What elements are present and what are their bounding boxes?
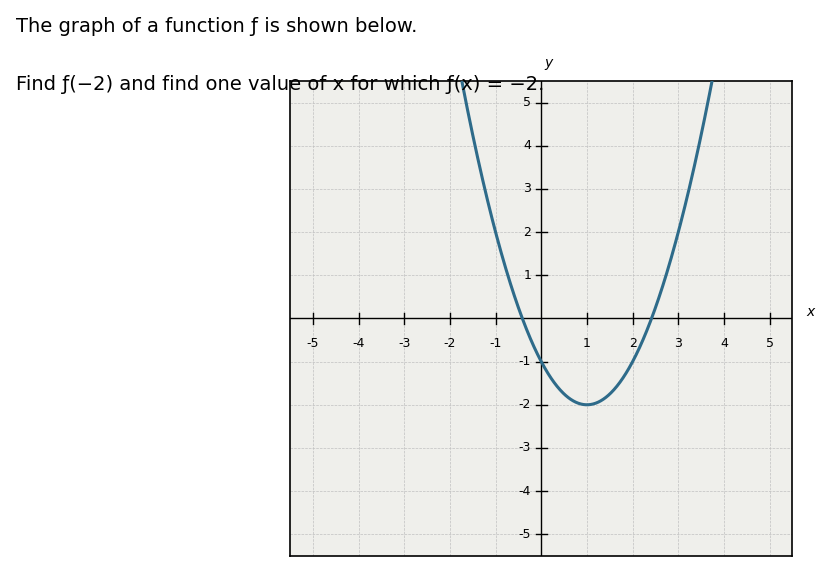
Text: -2: -2 — [519, 398, 531, 411]
Text: -4: -4 — [519, 485, 531, 497]
Text: x: x — [806, 305, 815, 319]
Text: -1: -1 — [489, 336, 502, 350]
Text: -4: -4 — [352, 336, 364, 350]
Text: 1: 1 — [583, 336, 591, 350]
Text: 2: 2 — [628, 336, 636, 350]
Text: 5: 5 — [766, 336, 774, 350]
Text: -3: -3 — [398, 336, 410, 350]
Text: -3: -3 — [519, 441, 531, 455]
Text: -2: -2 — [444, 336, 456, 350]
Text: -5: -5 — [306, 336, 319, 350]
Text: 4: 4 — [720, 336, 728, 350]
Text: 2: 2 — [524, 226, 531, 239]
Text: 1: 1 — [524, 269, 531, 282]
Text: -5: -5 — [519, 528, 531, 541]
Text: The graph of a function ƒ is shown below.: The graph of a function ƒ is shown below… — [16, 17, 417, 36]
Text: 3: 3 — [524, 182, 531, 196]
Text: 4: 4 — [524, 140, 531, 152]
Text: y: y — [544, 56, 552, 70]
Text: 5: 5 — [523, 96, 531, 109]
Text: 3: 3 — [674, 336, 682, 350]
Text: Find ƒ(−2) and find one value of x for which ƒ(x) = −2.: Find ƒ(−2) and find one value of x for w… — [16, 75, 545, 94]
Text: -1: -1 — [519, 355, 531, 368]
